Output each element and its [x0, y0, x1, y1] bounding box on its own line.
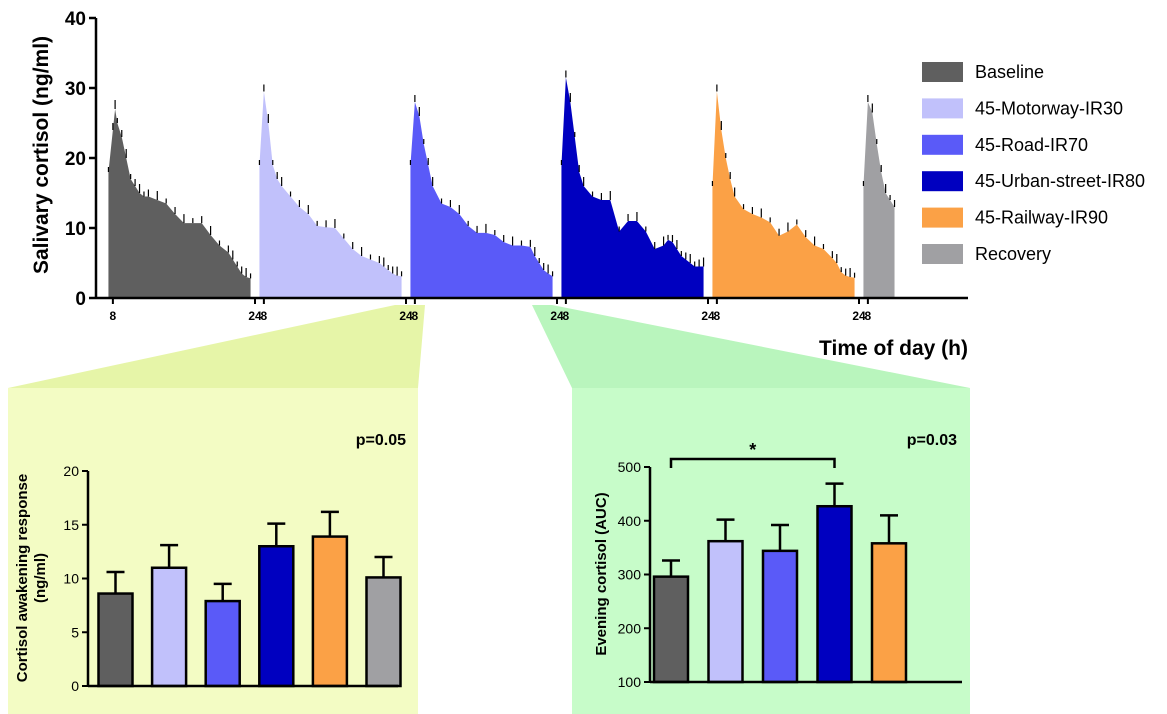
significance-bracket — [669, 457, 836, 468]
y-tick-label: 300 — [618, 567, 642, 583]
legend-swatch — [922, 62, 963, 82]
legend-swatch — [922, 98, 963, 119]
legend-swatch — [922, 134, 963, 155]
y-tick-label: 15 — [63, 517, 79, 533]
legend-label: 45-Railway-IR90 — [975, 208, 1108, 228]
main-y-axis-label: Salivary cortisol (ng/ml) — [30, 36, 53, 274]
y-tick-label: 200 — [618, 620, 642, 636]
y-tick-label: 10 — [63, 571, 79, 587]
legend-label: 45-Urban-street-IR80 — [975, 171, 1145, 191]
y-tick-label: 30 — [65, 79, 86, 100]
series-area — [108, 109, 251, 298]
legend-swatch — [922, 171, 963, 192]
x-tick-label: 24 — [550, 309, 564, 323]
y-tick-label: 20 — [63, 463, 79, 479]
legend-label: Baseline — [975, 62, 1044, 82]
y-tick-label: 500 — [618, 459, 642, 475]
series-area — [712, 91, 855, 298]
x-tick-label: 8 — [261, 309, 268, 323]
legend-label: 45-Road-IR70 — [975, 135, 1088, 155]
series-area — [410, 102, 553, 298]
y-tick-label: 5 — [71, 624, 79, 640]
x-tick-label: 24 — [399, 309, 413, 323]
bar — [707, 539, 744, 684]
significance-star: * — [749, 440, 756, 460]
y-tick-label: 100 — [618, 674, 642, 690]
bar — [97, 592, 134, 688]
legend-label: 45-Motorway-IR30 — [975, 98, 1123, 118]
x-tick-label: 8 — [714, 309, 721, 323]
y-tick-label: 0 — [75, 289, 86, 310]
y-axis-label-line-1: Cortisol awakening response — [14, 474, 31, 682]
evening-p-value: p=0.03 — [907, 432, 957, 449]
series-area — [863, 102, 895, 298]
y-axis-label-line-2: (ng/ml) — [32, 553, 49, 603]
connector-yellow — [8, 305, 425, 388]
bar — [204, 599, 241, 688]
legend-swatch — [922, 244, 963, 264]
connector-green — [532, 305, 970, 388]
y-tick-label: 400 — [618, 513, 642, 529]
x-tick-label: 24 — [248, 309, 262, 323]
main-x-axis-label: Time of day (h) — [819, 337, 968, 360]
y-tick-label: 0 — [71, 678, 79, 694]
legend: Baseline 45-Motorway-IR30 45-Road-IR70 45-U… — [922, 62, 1145, 264]
x-tick-label: 8 — [110, 309, 117, 323]
bar — [761, 549, 799, 684]
y-axis-label: Evening cortisol (AUC) — [593, 492, 610, 655]
x-tick-label: 8 — [865, 309, 872, 323]
y-tick-label: 20 — [65, 149, 86, 170]
bar — [816, 504, 853, 684]
awakening-p-value: p=0.05 — [356, 432, 406, 449]
x-tick-label: 8 — [412, 309, 419, 323]
x-tick-label: 24 — [852, 309, 866, 323]
bar — [150, 566, 188, 688]
legend-swatch — [922, 207, 963, 228]
x-tick-label: 24 — [701, 309, 715, 323]
evening-cortisol-chart: p=0.03 100 200 300 400 500 Evening cortisol (… — [593, 432, 962, 690]
bar — [311, 535, 349, 688]
series-area — [561, 77, 704, 298]
bar — [258, 545, 295, 688]
legend-label: Recovery — [975, 244, 1051, 264]
bar — [365, 576, 402, 688]
bar — [870, 542, 908, 684]
y-tick-label: 40 — [65, 9, 86, 30]
y-tick-label: 10 — [65, 219, 86, 240]
awakening-response-chart: p=0.05 0 5 10 15 20 Cortisol awakening respon… — [14, 432, 406, 694]
series-area — [259, 91, 402, 298]
series-areas — [107, 70, 896, 298]
x-tick-label: 8 — [563, 309, 570, 323]
bar — [652, 575, 690, 684]
